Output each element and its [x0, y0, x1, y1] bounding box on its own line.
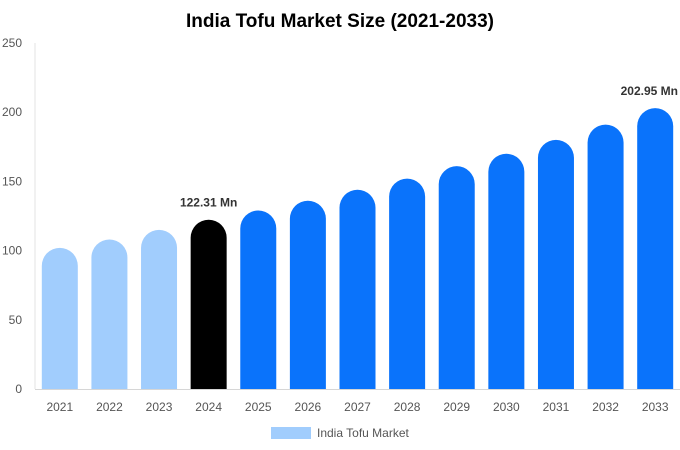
- bar-2027[interactable]: [339, 189, 376, 389]
- x-tick-label: 2029: [443, 400, 470, 414]
- bar-2033[interactable]: [637, 108, 674, 390]
- bar-2032[interactable]: [587, 124, 624, 389]
- y-tick-label: 50: [9, 313, 23, 327]
- y-tick-label: 0: [15, 382, 22, 396]
- x-tick-label: 2023: [146, 400, 173, 414]
- y-tick-label: 150: [2, 174, 22, 188]
- legend[interactable]: India Tofu Market: [271, 426, 409, 440]
- x-axis: 2021 2022 2023 2024 2025 2026 2027 2028 2029 2030…: [35, 389, 680, 414]
- x-tick-label: 2032: [592, 400, 619, 414]
- x-tick-label: 2033: [642, 400, 669, 414]
- bar-2021[interactable]: [41, 247, 78, 389]
- chart-title: India Tofu Market Size (2021-2033): [186, 11, 494, 32]
- x-tick-label: 2026: [295, 400, 322, 414]
- data-label-2024: 122.31 Mn: [180, 196, 237, 210]
- bar-2023[interactable]: [141, 229, 178, 389]
- x-tick-label: 2028: [394, 400, 421, 414]
- y-tick-label: 250: [2, 36, 22, 50]
- x-tick-label: 2030: [493, 400, 520, 414]
- x-tick-label: 2024: [195, 400, 222, 414]
- bar-2022[interactable]: [91, 239, 128, 389]
- y-tick-label: 200: [2, 105, 22, 119]
- data-label-2033: 202.95 Mn: [621, 84, 678, 98]
- x-tick-label: 2027: [344, 400, 371, 414]
- bar-2029[interactable]: [438, 166, 475, 389]
- y-tick-label: 100: [2, 244, 22, 258]
- bar-2031[interactable]: [537, 139, 574, 389]
- bar-2026[interactable]: [289, 200, 326, 389]
- x-tick-label: 2021: [46, 400, 73, 414]
- bar-2030[interactable]: [488, 153, 525, 389]
- bars: [41, 108, 674, 390]
- legend-swatch[interactable]: [271, 427, 311, 439]
- bar-2025[interactable]: [240, 210, 277, 389]
- x-tick-label: 2025: [245, 400, 272, 414]
- y-axis: 0 50 100 150 200 250: [2, 36, 36, 396]
- data-labels: 122.31 Mn 202.95 Mn: [180, 84, 678, 210]
- legend-label[interactable]: India Tofu Market: [317, 426, 409, 440]
- bar-2024[interactable]: [190, 219, 227, 389]
- x-tick-label: 2022: [96, 400, 123, 414]
- bar-2028[interactable]: [389, 178, 426, 389]
- x-tick-label: 2031: [543, 400, 570, 414]
